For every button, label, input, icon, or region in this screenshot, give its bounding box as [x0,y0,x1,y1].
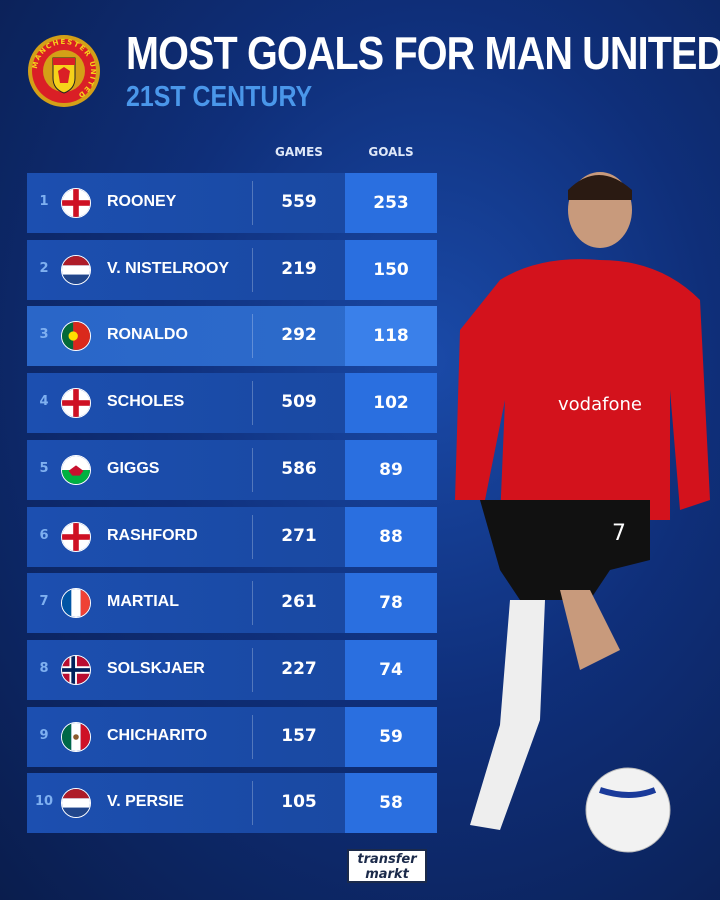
manchester-united-crest-logo: MANCHESTER UNITED [28,35,100,107]
divider [252,581,253,626]
games-value: 559 [281,192,317,212]
rank: 4 [39,394,49,410]
page-subtitle: 21ST CENTURY [126,81,313,113]
rank: 8 [39,660,49,676]
column-header-goals: GOALS [368,145,414,159]
goals-value: 102 [345,373,437,434]
table-row: 4 SCHOLES 509 102 [27,373,437,434]
flag-mexico-icon [61,721,91,752]
player-name: ROONEY [107,193,177,210]
player-name: V. NISTELROOY [107,259,230,277]
player-photo: vodafone 7 [455,172,710,853]
divider [252,714,253,759]
goals-value: 89 [345,439,437,500]
flag-france-icon [61,588,91,619]
divider [252,514,253,559]
rank: 2 [39,260,49,276]
rank: 1 [39,194,49,209]
player-name: MARTIAL [107,593,179,611]
table-row: 7 MARTIAL 261 78 [27,573,437,634]
player-name: GIGGS [107,459,160,477]
divider [252,247,253,292]
goals-value: 74 [345,639,437,700]
goals-value: 118 [345,306,437,367]
flag-netherlands-icon [61,254,91,285]
transfermarkt-logo: transfer markt [347,849,427,883]
flag-england-icon [61,188,91,218]
divider [252,647,253,692]
games-value: 157 [281,725,317,746]
player-name: SOLSKJAER [107,659,205,677]
goals-value: 59 [345,706,437,767]
rank: 10 [34,794,54,810]
flag-portugal-icon [61,321,91,352]
rank: 7 [39,594,49,610]
table-row: 5 GIGGS 586 89 [27,439,437,500]
table-row: 1 ROONEY 559 253 [27,173,437,233]
games-value: 292 [281,325,317,346]
shirt-number: 7 [612,521,626,546]
column-header-games: GAMES [275,145,323,159]
divider [252,314,253,359]
player-name: CHICHARITO [107,726,208,744]
games-value: 509 [281,392,317,413]
divider [252,181,253,225]
shirt-sponsor: vodafone [558,394,642,415]
rank: 3 [39,327,49,343]
table-row: 3 RONALDO 292 118 [27,306,437,367]
goals-value: 253 [345,173,437,233]
games-value: 261 [281,592,317,613]
goals-value: 88 [345,506,437,567]
games-value: 105 [281,792,317,813]
page-title: MOST GOALS FOR MAN UNITED [126,27,720,79]
games-value: 227 [281,658,317,679]
flag-wales-icon [61,454,91,485]
goals-value: 58 [345,773,437,834]
table-row: 8 SOLSKJAER 227 74 [27,639,437,700]
games-value: 271 [281,525,317,546]
games-value: 586 [281,458,317,479]
player-name: RONALDO [107,326,188,344]
player-name: RASHFORD [107,526,198,544]
flag-england-icon [61,388,91,419]
table-row: 9 CHICHARITO 157 59 [27,706,437,767]
rank: 6 [39,527,49,543]
flag-england-icon [61,521,91,552]
divider [252,781,253,826]
player-name: V. PERSIE [107,793,184,811]
rank: 9 [39,727,49,743]
rank: 5 [39,460,49,476]
divider [252,447,253,492]
flag-netherlands-icon [61,788,91,819]
player-name: SCHOLES [107,393,185,411]
goals-value: 78 [345,573,437,634]
table-row: 6 RASHFORD 271 88 [27,506,437,567]
table-row: 10 V. PERSIE 105 58 [27,773,437,834]
table-row: 2 V. NISTELROOY 219 150 [27,239,437,300]
flag-norway-icon [61,654,91,685]
goals-value: 150 [345,239,437,300]
games-value: 219 [281,258,317,279]
divider [252,381,253,426]
